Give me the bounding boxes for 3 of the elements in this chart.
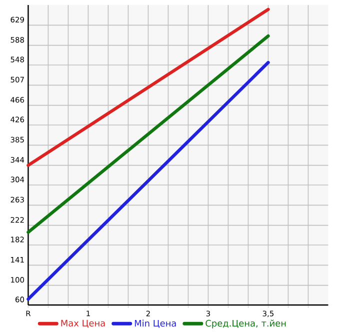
legend-label: Max Цена xyxy=(61,320,105,328)
legend-label: Сред.Цена, т.йен xyxy=(206,320,286,328)
legend-label: Min Цена xyxy=(134,320,176,328)
